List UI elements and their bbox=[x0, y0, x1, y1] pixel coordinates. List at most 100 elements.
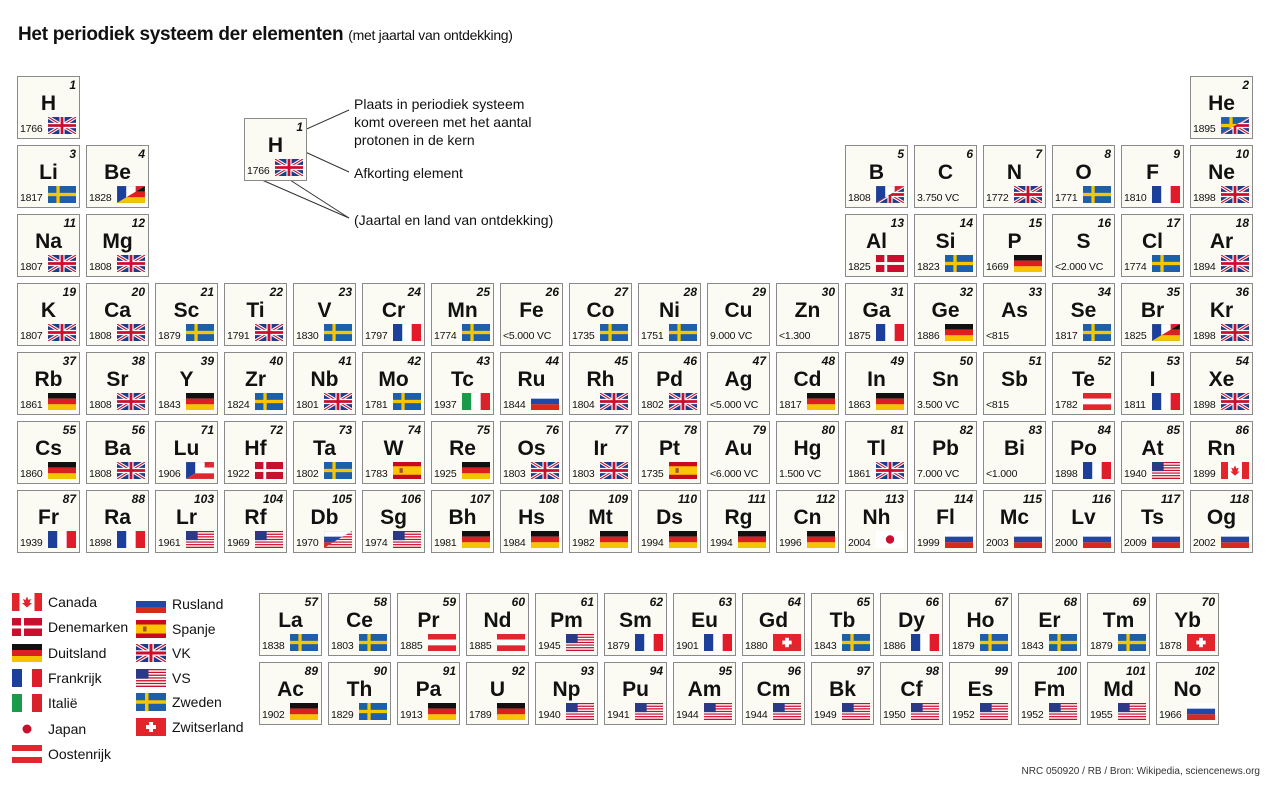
element-discovery-year: 1901 bbox=[676, 640, 699, 652]
element-discovery-year: 1774 bbox=[1124, 261, 1147, 273]
element-cell-np: 93 Np 1940 bbox=[535, 662, 598, 725]
germany-flag-icon bbox=[462, 462, 490, 479]
element-symbol: Gd bbox=[758, 609, 789, 632]
element-cell-ir: 77 Ir 1803 bbox=[569, 421, 632, 484]
element-number: 91 bbox=[442, 664, 456, 678]
element-discovery-year: 1824 bbox=[227, 399, 250, 411]
element-symbol: Yb bbox=[1174, 609, 1201, 632]
element-discovery-year: 1838 bbox=[262, 640, 285, 652]
element-cell-tl: 81 Tl 1861 bbox=[845, 421, 908, 484]
element-number: 72 bbox=[269, 423, 283, 437]
germany-flag-icon bbox=[669, 531, 697, 548]
element-discovery-year: 1829 bbox=[331, 709, 354, 721]
element-cell-h: 1 H 1766 bbox=[17, 76, 80, 139]
element-cell-sb: 51 Sb <815 bbox=[983, 352, 1046, 415]
element-symbol: As bbox=[1001, 299, 1028, 322]
usa-flag-icon bbox=[136, 668, 166, 687]
usa-flag-icon bbox=[566, 703, 594, 720]
element-symbol: Er bbox=[1038, 609, 1061, 632]
germany-flag-icon bbox=[876, 393, 904, 410]
element-cell-zr: 40 Zr 1824 bbox=[224, 352, 287, 415]
element-symbol: Ce bbox=[346, 609, 373, 632]
element-symbol: Ca bbox=[104, 299, 131, 322]
sweden-uk-flag-icon bbox=[1221, 117, 1249, 134]
uk-flag-icon bbox=[1221, 393, 1249, 410]
element-symbol: Cr bbox=[381, 299, 406, 322]
sweden-flag-icon bbox=[255, 393, 283, 410]
france-flag-icon bbox=[911, 634, 939, 651]
element-symbol: Zn bbox=[794, 299, 821, 322]
element-cell-yb: 70 Yb 1878 bbox=[1156, 593, 1219, 656]
sweden-flag-icon bbox=[393, 393, 421, 410]
element-discovery-year: 1735 bbox=[572, 330, 595, 342]
element-number: 66 bbox=[925, 595, 939, 609]
element-number: 110 bbox=[677, 492, 697, 506]
legend-item-jp: Japan bbox=[12, 718, 86, 740]
element-number: 13 bbox=[890, 216, 904, 230]
france-flag-icon bbox=[1083, 462, 1111, 479]
legend-item-at: Oostenrijk bbox=[12, 743, 111, 765]
element-number: 104 bbox=[262, 492, 283, 506]
element-cell-ga: 31 Ga 1875 bbox=[845, 283, 908, 346]
element-number: 70 bbox=[1201, 595, 1215, 609]
element-symbol: Fm bbox=[1033, 678, 1066, 701]
legend-item-ch: Zwitserland bbox=[136, 716, 244, 738]
usa-flag-icon bbox=[255, 531, 283, 548]
element-cell-ca: 20 Ca 1808 bbox=[86, 283, 149, 346]
sweden-flag-icon bbox=[462, 324, 490, 341]
element-number: 8 bbox=[1104, 147, 1111, 161]
element-discovery-year: 1771 bbox=[1055, 192, 1078, 204]
element-symbol: Mt bbox=[588, 506, 613, 529]
element-discovery-year: 7.000 VC bbox=[917, 468, 960, 480]
element-symbol: Db bbox=[310, 506, 339, 529]
element-number: 34 bbox=[1097, 285, 1111, 299]
element-discovery-year: 1808 bbox=[89, 468, 112, 480]
france-uk-flag-icon bbox=[876, 186, 904, 203]
switzerland-flag-icon bbox=[773, 634, 801, 651]
element-cell-ba: 56 Ba 1808 bbox=[86, 421, 149, 484]
sweden-flag-icon bbox=[290, 634, 318, 651]
element-symbol: Ar bbox=[1209, 230, 1234, 253]
france-flag-icon bbox=[1152, 186, 1180, 203]
element-cell-al: 13 Al 1825 bbox=[845, 214, 908, 277]
legend-label: VS bbox=[172, 669, 191, 686]
germany-flag-icon bbox=[600, 531, 628, 548]
element-number: 116 bbox=[1091, 492, 1111, 506]
element-number: 85 bbox=[1166, 423, 1180, 437]
uk-flag-icon bbox=[117, 324, 145, 341]
legend-label: Frankrijk bbox=[48, 669, 102, 686]
sweden-flag-icon bbox=[1118, 634, 1146, 651]
legend-label: Zwitserland bbox=[172, 718, 244, 735]
germany-flag-icon bbox=[531, 531, 559, 548]
element-symbol: Zr bbox=[245, 368, 266, 391]
element-symbol: Rn bbox=[1207, 437, 1236, 460]
element-symbol: Be bbox=[104, 161, 131, 184]
key-annotation-line-2: komt overeen met het aantal bbox=[354, 114, 532, 130]
element-number: 50 bbox=[959, 354, 973, 368]
element-cell-nd: 60 Nd 1885 bbox=[466, 593, 529, 656]
element-number: 43 bbox=[476, 354, 490, 368]
element-cell-si: 14 Si 1823 bbox=[914, 214, 977, 277]
element-symbol: Ds bbox=[656, 506, 683, 529]
element-cell-mt: 109 Mt 1982 bbox=[569, 490, 632, 553]
element-symbol: Te bbox=[1072, 368, 1095, 391]
element-number: 45 bbox=[614, 354, 628, 368]
element-cell-ac: 89 Ac 1902 bbox=[259, 662, 322, 725]
usa-flag-icon bbox=[773, 703, 801, 720]
uk-flag-icon bbox=[48, 117, 76, 134]
element-cell-rb: 37 Rb 1861 bbox=[17, 352, 80, 415]
germany-flag-icon bbox=[48, 462, 76, 479]
element-discovery-year: 1801 bbox=[296, 399, 319, 411]
element-symbol: Kr bbox=[1209, 299, 1234, 322]
element-number: 51 bbox=[1028, 354, 1042, 368]
sweden-flag-icon bbox=[359, 703, 387, 720]
element-number: 76 bbox=[545, 423, 559, 437]
sweden-flag-icon bbox=[842, 634, 870, 651]
element-number: 3 bbox=[69, 147, 76, 161]
legend-item-us: VS bbox=[136, 667, 191, 689]
element-discovery-year: 1913 bbox=[400, 709, 423, 721]
element-number: 47 bbox=[752, 354, 766, 368]
element-number: 1 bbox=[69, 78, 76, 92]
element-number: 93 bbox=[580, 664, 594, 678]
element-discovery-year: <6.000 VC bbox=[710, 468, 759, 480]
